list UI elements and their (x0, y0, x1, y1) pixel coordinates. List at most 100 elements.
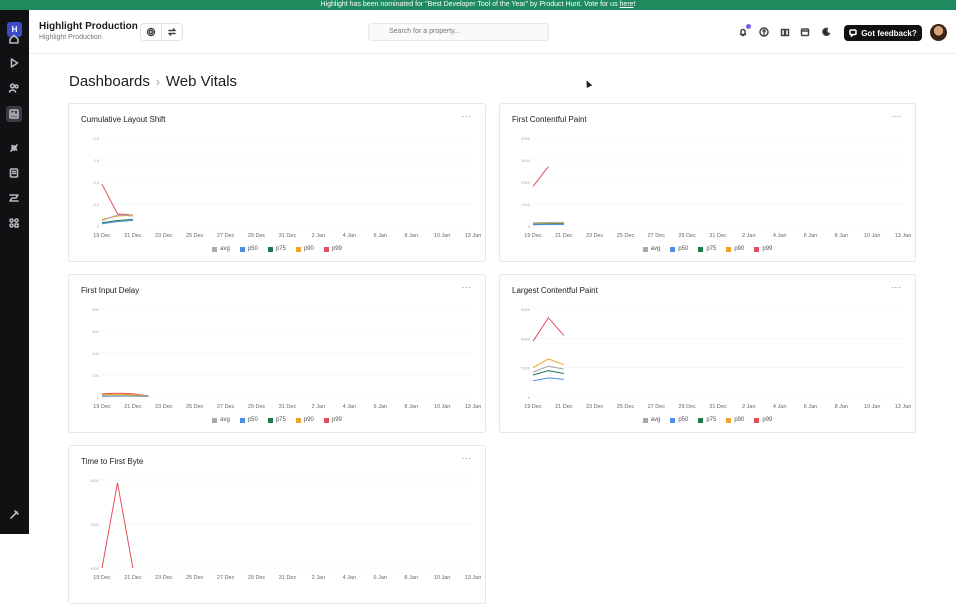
x-tick-label: 13 Jan (465, 404, 482, 410)
legend-swatch (726, 418, 731, 423)
legend-label: p90 (304, 417, 314, 423)
x-tick-label: 8 Jan (404, 404, 417, 410)
x-tick-label: 29 Dec (248, 404, 266, 410)
legend-item[interactable]: p50 (240, 417, 258, 423)
legend-label: p90 (304, 246, 314, 252)
legend-item[interactable]: avg (212, 417, 230, 423)
legend-swatch (268, 418, 273, 423)
x-tick-label: 4 Jan (343, 233, 356, 239)
legend-item[interactable]: p50 (670, 246, 688, 252)
legend-item[interactable]: p99 (324, 417, 342, 423)
legend-item[interactable]: p50 (240, 246, 258, 252)
play-icon[interactable] (6, 55, 22, 71)
x-tick-label: 25 Dec (186, 575, 204, 581)
y-tick-label: 0 (528, 224, 531, 229)
legend-item[interactable]: p50 (670, 417, 688, 423)
x-tick-label: 25 Dec (617, 233, 635, 239)
x-tick-label: 6 Jan (374, 233, 387, 239)
traces-icon[interactable] (6, 190, 22, 206)
y-tick-label: 0.4 (93, 180, 99, 185)
legend-item[interactable]: p90 (296, 417, 314, 423)
avatar[interactable] (930, 24, 947, 41)
x-tick-label: 4 Jan (343, 404, 356, 410)
mouse-cursor (584, 79, 592, 88)
settings-icon[interactable] (6, 507, 22, 523)
y-tick-label: 6000 (521, 307, 531, 312)
x-tick-label: 25 Dec (186, 233, 204, 239)
users-icon[interactable] (6, 80, 22, 96)
x-tick-label: 31 Dec (279, 233, 297, 239)
series-line-p50 (533, 378, 564, 381)
more-icon[interactable]: ··· (462, 283, 472, 292)
legend-item[interactable]: p99 (754, 246, 772, 252)
legend-swatch (268, 247, 273, 252)
x-tick-label: 27 Dec (217, 233, 235, 239)
legend-item[interactable]: avg (643, 246, 661, 252)
notification-dot (746, 24, 751, 29)
announcement-banner: Highlight has been nominated for "Best D… (0, 0, 956, 10)
more-icon[interactable]: ··· (892, 283, 902, 292)
banner-link[interactable]: here (620, 1, 634, 8)
dashboard-icon[interactable] (6, 106, 22, 122)
legend-label: p99 (332, 246, 342, 252)
x-tick-label: 23 Dec (155, 404, 173, 410)
legend-item[interactable]: p99 (754, 417, 772, 423)
legend-item[interactable]: p75 (698, 246, 716, 252)
top-header: Highlight Production Highlight Productio… (29, 10, 956, 54)
legend-item[interactable]: p75 (698, 417, 716, 423)
more-icon[interactable]: ··· (462, 112, 472, 121)
legend-item[interactable]: p99 (324, 246, 342, 252)
more-icon[interactable]: ··· (462, 454, 472, 463)
docs-icon[interactable] (778, 25, 792, 39)
x-tick-label: 2 Jan (312, 233, 325, 239)
y-tick-label: 1000 (90, 566, 100, 571)
more-icon[interactable]: ··· (892, 112, 902, 121)
chart-legend: avg p50 p75 p90 p99 (69, 246, 485, 252)
search-input[interactable]: Search for a property... (368, 23, 549, 41)
legend-item[interactable]: p75 (268, 417, 286, 423)
x-tick-label: 27 Dec (648, 233, 666, 239)
home-icon[interactable] (6, 31, 22, 47)
calendar-icon[interactable] (798, 25, 812, 39)
help-icon[interactable] (757, 25, 771, 39)
bell-icon[interactable] (736, 25, 750, 39)
integrations-icon[interactable] (6, 215, 22, 231)
legend-label: p75 (706, 417, 716, 423)
legend-item[interactable]: avg (643, 417, 661, 423)
x-tick-label: 21 Dec (555, 404, 573, 410)
legend-item[interactable]: p90 (726, 417, 744, 423)
x-tick-label: 19 Dec (93, 233, 111, 239)
legend-item[interactable]: p90 (726, 246, 744, 252)
breadcrumb-dashboards[interactable]: Dashboards (69, 73, 150, 90)
dark-mode-icon[interactable] (819, 25, 833, 39)
y-tick-label: 4000 (521, 136, 531, 141)
feedback-button[interactable]: Got feedback? (844, 25, 922, 41)
bug-icon[interactable] (6, 140, 22, 156)
project-name[interactable]: Highlight Production (39, 21, 138, 32)
x-tick-label: 19 Dec (524, 404, 542, 410)
chart-legend: avg p50 p75 p90 p99 (500, 417, 915, 423)
x-tick-label: 27 Dec (217, 575, 235, 581)
x-tick-label: 27 Dec (648, 404, 666, 410)
legend-label: avg (220, 417, 230, 423)
sidebar: H (0, 10, 29, 534)
legend-swatch (643, 418, 648, 423)
legend-item[interactable]: avg (212, 246, 230, 252)
y-tick-label: 2000 (521, 366, 531, 371)
project-subtitle: Highlight Production (39, 34, 102, 41)
switch-icon[interactable] (162, 24, 182, 40)
chart-title: Largest Contentful Paint (512, 286, 598, 295)
legend-label: p50 (248, 417, 258, 423)
gear-icon[interactable] (141, 24, 162, 40)
x-tick-label: 23 Dec (586, 233, 604, 239)
chat-icon (849, 29, 857, 37)
logs-icon[interactable] (6, 165, 22, 181)
legend-item[interactable]: p75 (268, 246, 286, 252)
legend-item[interactable]: p90 (296, 246, 314, 252)
legend-label: p75 (706, 246, 716, 252)
y-tick-label: 3000 (90, 478, 100, 483)
